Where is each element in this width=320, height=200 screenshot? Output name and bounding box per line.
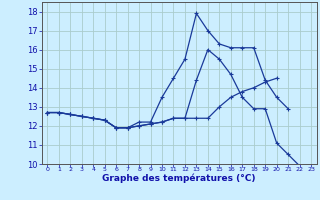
X-axis label: Graphe des températures (°C): Graphe des températures (°C) (102, 173, 256, 183)
